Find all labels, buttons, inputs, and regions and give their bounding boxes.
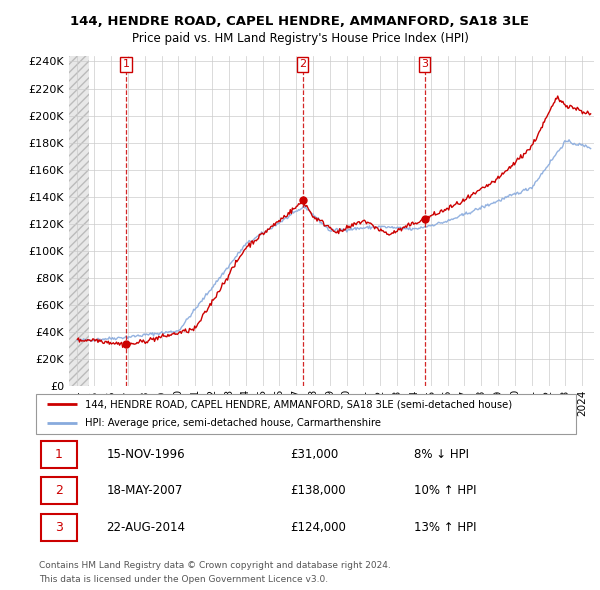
- Text: 3: 3: [55, 521, 63, 534]
- Text: Price paid vs. HM Land Registry's House Price Index (HPI): Price paid vs. HM Land Registry's House …: [131, 32, 469, 45]
- Text: £138,000: £138,000: [290, 484, 346, 497]
- Text: 1: 1: [55, 448, 63, 461]
- FancyBboxPatch shape: [41, 477, 77, 504]
- Text: 15-NOV-1996: 15-NOV-1996: [106, 448, 185, 461]
- Text: 3: 3: [421, 60, 428, 70]
- Text: 8% ↓ HPI: 8% ↓ HPI: [414, 448, 469, 461]
- Text: 2: 2: [55, 484, 63, 497]
- Text: 144, HENDRE ROAD, CAPEL HENDRE, AMMANFORD, SA18 3LE: 144, HENDRE ROAD, CAPEL HENDRE, AMMANFOR…: [71, 15, 530, 28]
- Text: 10% ↑ HPI: 10% ↑ HPI: [414, 484, 476, 497]
- Text: £124,000: £124,000: [290, 521, 346, 534]
- FancyBboxPatch shape: [41, 441, 77, 468]
- FancyBboxPatch shape: [41, 514, 77, 541]
- Text: 13% ↑ HPI: 13% ↑ HPI: [414, 521, 476, 534]
- Text: 22-AUG-2014: 22-AUG-2014: [106, 521, 185, 534]
- Text: This data is licensed under the Open Government Licence v3.0.: This data is licensed under the Open Gov…: [39, 575, 328, 584]
- Text: HPI: Average price, semi-detached house, Carmarthenshire: HPI: Average price, semi-detached house,…: [85, 418, 380, 428]
- Bar: [69, 56, 89, 386]
- Text: Contains HM Land Registry data © Crown copyright and database right 2024.: Contains HM Land Registry data © Crown c…: [39, 560, 391, 569]
- Text: 144, HENDRE ROAD, CAPEL HENDRE, AMMANFORD, SA18 3LE (semi-detached house): 144, HENDRE ROAD, CAPEL HENDRE, AMMANFOR…: [85, 399, 512, 409]
- Text: 2: 2: [299, 60, 306, 70]
- Text: £31,000: £31,000: [290, 448, 338, 461]
- Text: 18-MAY-2007: 18-MAY-2007: [106, 484, 182, 497]
- Text: 1: 1: [122, 60, 130, 70]
- FancyBboxPatch shape: [36, 394, 576, 434]
